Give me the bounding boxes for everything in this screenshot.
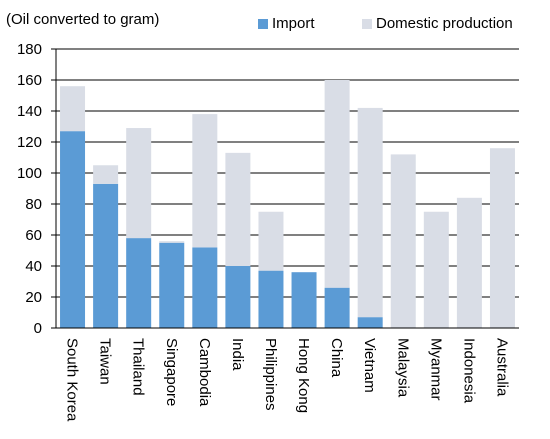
x-tick-label: Vietnam: [361, 338, 378, 393]
legend-import: Import: [258, 15, 315, 32]
y-tick-label: 100: [17, 165, 42, 182]
bar-import: [225, 266, 251, 328]
legend-import-label: Import: [272, 15, 315, 32]
bar-import: [357, 317, 383, 328]
x-tick-label: Myanmar: [427, 338, 444, 401]
bar-domestic-production: [390, 154, 416, 328]
unit-label: (Oil converted to gram): [6, 11, 160, 28]
bar-import: [258, 270, 284, 328]
bar-domestic-production: [60, 86, 86, 132]
bar-domestic-production: [423, 211, 449, 328]
y-tick-label: 60: [25, 227, 42, 244]
y-tick-label: 20: [25, 289, 42, 306]
bar-import: [159, 242, 185, 328]
x-tick-label: Indonesia: [460, 338, 477, 404]
y-tick-label: 40: [25, 258, 42, 275]
x-tick-label: Hong Kong: [295, 338, 312, 413]
y-tick-label: 120: [17, 134, 42, 151]
x-tick-label: Philippines: [262, 338, 279, 411]
legend-domestic-swatch: [362, 18, 372, 29]
x-tick-label: Taiwan: [97, 338, 114, 385]
bar-domestic-production: [324, 80, 350, 288]
x-tick-label: Malaysia: [394, 338, 411, 398]
y-tick-label: 160: [17, 72, 42, 89]
y-tick-label: 0: [34, 320, 42, 337]
x-tick-label: Thailand: [130, 338, 147, 396]
legend-domestic: Domestic production: [362, 15, 513, 32]
bar-domestic-production: [258, 211, 284, 271]
bar-import: [93, 183, 119, 328]
x-tick-label: Cambodia: [196, 338, 213, 407]
x-tick-label: South Korea: [64, 338, 81, 422]
bar-domestic-production: [159, 241, 185, 243]
x-tick-label: Australia: [493, 338, 510, 397]
bar-import: [291, 272, 317, 328]
legend-import-swatch: [258, 18, 268, 29]
bar-domestic-production: [93, 165, 119, 184]
bar-domestic-production: [357, 107, 383, 318]
bar-import: [192, 247, 218, 328]
x-tick-label: India: [229, 338, 246, 371]
y-tick-label: 80: [25, 196, 42, 213]
bar-domestic-production: [489, 148, 515, 328]
bar-domestic-production: [192, 114, 218, 248]
bar-import: [324, 287, 350, 328]
y-tick-label: 140: [17, 103, 42, 120]
y-tick-label: 180: [17, 41, 42, 58]
bar-domestic-production: [456, 197, 482, 328]
legend-domestic-label: Domestic production: [376, 15, 513, 32]
x-tick-label: Singapore: [163, 338, 180, 406]
bar-import: [60, 131, 86, 328]
bar-domestic-production: [225, 152, 251, 266]
bar-domestic-production: [126, 128, 152, 239]
bar-import: [126, 238, 152, 328]
x-tick-label: China: [328, 338, 345, 378]
